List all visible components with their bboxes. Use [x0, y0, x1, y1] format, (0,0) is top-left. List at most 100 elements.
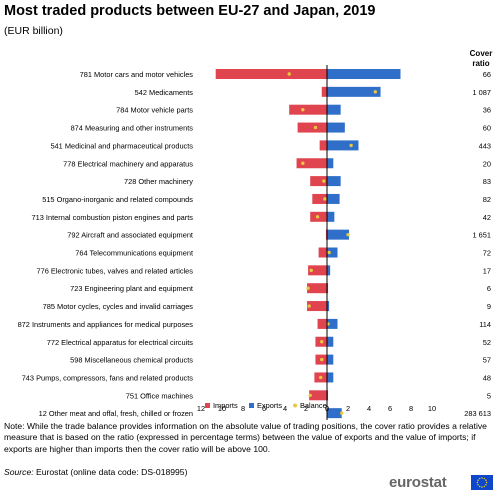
category-label: 541 Medicinal and pharmaceutical product…: [50, 141, 193, 150]
cover-ratio-value: 52: [483, 338, 491, 347]
x-tick-label: 2: [346, 404, 350, 413]
balance-marker: [301, 108, 305, 112]
imports-bar: [318, 247, 327, 258]
cover-ratio-value: 17: [483, 266, 491, 275]
eu-flag-icon: [471, 475, 493, 490]
balance-marker: [309, 268, 313, 273]
category-label: 772 Electrical apparatus for electrical …: [47, 338, 194, 347]
imports-bar: [308, 265, 327, 276]
imports-bar: [296, 158, 327, 169]
balance-marker: [313, 125, 318, 130]
category-label: 515 Organo-inorganic and related compoun…: [42, 195, 193, 204]
x-tick-label: 2: [304, 404, 308, 413]
exports-bar: [327, 193, 340, 204]
category-label: 743 Pumps, compressors, fans and related…: [22, 373, 194, 382]
category-label: 751 Office machines: [126, 391, 194, 400]
flag-star: [485, 484, 487, 486]
exports-bar: [327, 86, 381, 97]
category-label: 792 Aircraft and associated equipment: [67, 231, 193, 240]
chart-source: Source: Eurostat (online data code: DS-0…: [4, 467, 187, 477]
balance-marker: [315, 215, 320, 219]
exports-bar: [327, 211, 335, 222]
flag-star: [477, 479, 479, 481]
cover-ratio-value: 72: [483, 249, 491, 258]
source-label: Source:: [4, 467, 34, 477]
balance-marker: [323, 197, 327, 201]
category-label: 781 Motor cars and motor vehicles: [80, 70, 194, 79]
exports-bar: [327, 229, 350, 240]
balance-marker: [320, 357, 324, 362]
source-text: Eurostat (online data code: DS-018995): [33, 467, 188, 477]
exports-bar: [327, 158, 334, 169]
bar-chart: Cover ratio 781 Motor cars and motor veh…: [18, 49, 493, 420]
balance-marker: [319, 375, 323, 380]
x-tick-label: 6: [262, 404, 266, 413]
imports-bar: [215, 69, 327, 79]
cover-ratio-value: 5: [487, 391, 491, 400]
exports-bar: [327, 176, 341, 187]
exports-bar: [327, 122, 345, 133]
balance-marker: [287, 72, 291, 76]
imports-bar: [319, 140, 327, 151]
balance-marker: [349, 143, 353, 148]
cover-ratio-value: 20: [483, 159, 491, 168]
logo-text: eurostat: [389, 474, 447, 491]
eurostat-logo: eurostat: [389, 473, 495, 493]
exports-bar: [327, 104, 341, 115]
legend-exports-swatch: [249, 403, 254, 408]
exports-bar: [327, 318, 338, 329]
balance-marker: [327, 250, 331, 255]
exports-bar: [327, 140, 359, 151]
exports-bar: [327, 301, 330, 312]
category-label: 12 Other meat and offal, fresh, chilled …: [39, 409, 193, 418]
flag-star: [485, 479, 487, 481]
category-label: 598 Miscellaneous chemical products: [70, 356, 193, 365]
exports-bar: [327, 336, 334, 347]
flag-star: [476, 481, 479, 484]
balance-marker: [320, 340, 324, 344]
imports-bar: [317, 318, 327, 329]
exports-bar: [327, 247, 338, 258]
category-label: 776 Electronic tubes, valves and related…: [36, 266, 193, 275]
x-tick-label: 4: [283, 404, 287, 413]
exports-bar: [327, 69, 401, 79]
category-label: 784 Motor vehicle parts: [116, 106, 193, 115]
flag-star: [481, 477, 483, 479]
imports-bar: [325, 229, 327, 240]
legend-imports-label: Imports: [213, 401, 238, 410]
chart-subtitle: (EUR billion): [4, 25, 63, 37]
category-label: 874 Measuring and other instruments: [71, 124, 194, 133]
imports-bar: [307, 283, 327, 294]
exports-bar: [327, 283, 329, 294]
cover-ratio-header-line1: Cover: [470, 49, 493, 58]
cover-ratio-value: 1 651: [473, 231, 492, 240]
balance-marker: [301, 161, 305, 165]
cover-ratio-value: 60: [483, 124, 491, 133]
flag-star: [479, 477, 481, 480]
cover-ratio-value: 443: [479, 141, 491, 150]
cover-ratio-value: 114: [479, 320, 491, 329]
category-label: 713 Internal combustion piston engines a…: [32, 213, 194, 222]
imports-bar: [310, 176, 327, 187]
imports-bar: [289, 104, 327, 115]
x-tick-label: 4: [367, 404, 371, 413]
flag-star: [483, 477, 485, 480]
chart-legend: Imports Exports Balance: [205, 401, 327, 410]
balance-marker: [306, 286, 310, 290]
balance-marker: [373, 90, 377, 94]
imports-bar: [309, 390, 327, 401]
category-label: 872 Instruments and appliances for medic…: [18, 320, 194, 329]
flag-star: [481, 486, 483, 488]
imports-bar: [297, 122, 327, 133]
imports-bar: [312, 193, 327, 204]
category-label: 764 Telecommunications equipment: [75, 249, 193, 258]
cover-ratio-value: 36: [483, 106, 491, 115]
imports-bar: [307, 301, 327, 312]
chart-title: Most traded products between EU-27 and J…: [4, 3, 376, 19]
exports-bar: [327, 265, 331, 276]
flag-star: [483, 485, 485, 488]
balance-marker: [308, 393, 312, 397]
x-tick-label: 10: [218, 404, 226, 413]
flag-star: [479, 485, 481, 488]
x-tick-label: 10: [428, 404, 436, 413]
